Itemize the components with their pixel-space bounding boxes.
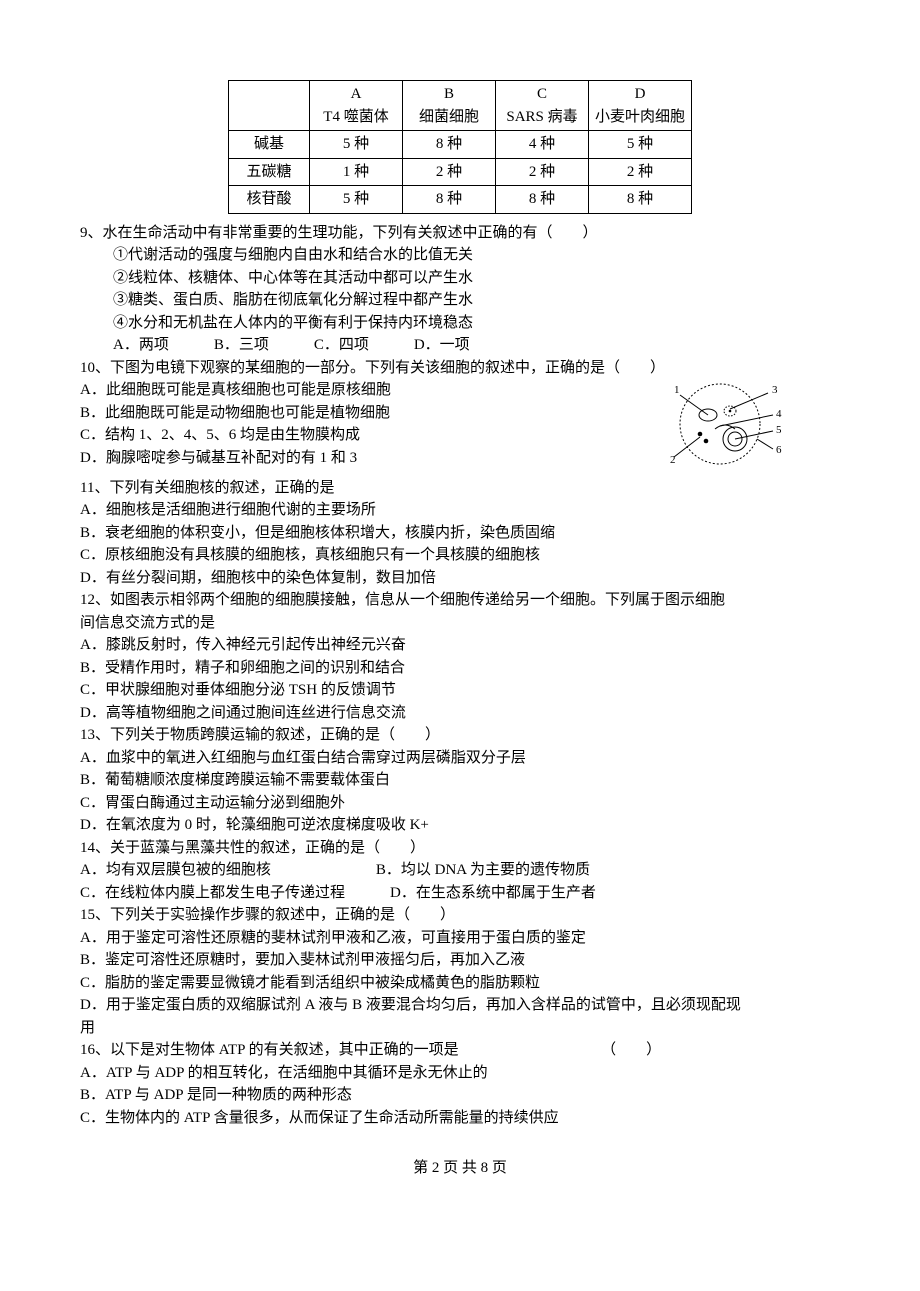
- q10-cell-diagram: 1 2 3 4 5 6: [660, 379, 800, 477]
- q15-a: A．用于鉴定可溶性还原糖的斐林试剂甲液和乙液，可直接用于蛋白质的鉴定: [80, 927, 840, 950]
- q9-s2: ②线粒体、核糖体、中心体等在其活动中都可以产生水: [80, 267, 840, 290]
- table-cell-r0-c4: D小麦叶肉细胞: [589, 81, 692, 131]
- q14-ab: A．均有双层膜包被的细胞核 B．均以 DNA 为主要的遗传物质: [80, 859, 840, 882]
- q15-stem: 15、下列关于实验操作步骤的叙述中，正确的是（ ）: [80, 904, 840, 927]
- table-cell-r2-c2: 2 种: [403, 158, 496, 186]
- diagram-label-1: 1: [674, 384, 680, 396]
- q14-d: D．在生态系统中都属于生产者: [390, 885, 596, 901]
- q16-a: A．ATP 与 ADP 的相互转化，在活细胞中其循环是永无休止的: [80, 1062, 840, 1085]
- diagram-label-6: 6: [776, 444, 782, 456]
- q13-d: D．在氧浓度为 0 时，轮藻细胞可逆浓度梯度吸收 K+: [80, 814, 840, 837]
- diagram-label-5: 5: [776, 424, 782, 436]
- table-cell-r0-c0: [229, 81, 310, 131]
- q16-b: B．ATP 与 ADP 是同一种物质的两种形态: [80, 1084, 840, 1107]
- q15-b: B．鉴定可溶性还原糖时，要加入斐林试剂甲液摇匀后，再加入乙液: [80, 949, 840, 972]
- table-cell-r0-c3: CSARS 病毒: [496, 81, 589, 131]
- q14-cd: C．在线粒体内膜上都发生电子传递过程 D．在生态系统中都属于生产者: [80, 882, 840, 905]
- table-cell-r0-c2: B细菌细胞: [403, 81, 496, 131]
- q9-stem: 9、水在生命活动中有非常重要的生理功能，下列有关叙述中正确的有（ ）: [80, 222, 840, 245]
- diagram-label-2: 2: [670, 454, 676, 466]
- q15-c: C．脂肪的鉴定需要显微镜才能看到活组织中被染成橘黄色的脂肪颗粒: [80, 972, 840, 995]
- nucleic-acid-table: AT4 噬菌体B细菌细胞CSARS 病毒D小麦叶肉细胞碱基5 种8 种4 种5 …: [228, 80, 692, 214]
- q11-stem: 11、下列有关细胞核的叙述，正确的是: [80, 477, 840, 500]
- table-cell-r1-c0: 碱基: [229, 131, 310, 159]
- table-cell-r1-c4: 5 种: [589, 131, 692, 159]
- table-cell-r3-c4: 8 种: [589, 186, 692, 214]
- q9-s3: ③糖类、蛋白质、脂肪在彻底氧化分解过程中都产生水: [80, 289, 840, 312]
- q16-stem: 16、以下是对生物体 ATP 的有关叙述，其中正确的一项是 （ ）: [80, 1039, 840, 1062]
- q15-d-l2: 用: [80, 1017, 840, 1040]
- q12-a: A．膝跳反射时，传入神经元引起传出神经元兴奋: [80, 634, 840, 657]
- diagram-label-3: 3: [772, 384, 778, 396]
- table-cell-r3-c3: 8 种: [496, 186, 589, 214]
- table-cell-r1-c1: 5 种: [310, 131, 403, 159]
- table-cell-r2-c0: 五碳糖: [229, 158, 310, 186]
- table-cell-r2-c4: 2 种: [589, 158, 692, 186]
- q14-stem: 14、关于蓝藻与黑藻共性的叙述，正确的是（ ）: [80, 837, 840, 860]
- q9-options: A．两项 B．三项 C．四项 D．一项: [80, 334, 840, 357]
- table-cell-r2-c3: 2 种: [496, 158, 589, 186]
- q11-c: C．原核细胞没有具核膜的细胞核，真核细胞只有一个具核膜的细胞核: [80, 544, 840, 567]
- q14-b: B．均以 DNA 为主要的遗传物质: [376, 862, 590, 878]
- q12-stem-l2: 间信息交流方式的是: [80, 612, 840, 635]
- q11-b: B．衰老细胞的体积变小，但是细胞核体积增大，核膜内折，染色质固缩: [80, 522, 840, 545]
- q13-b: B．葡萄糖顺浓度梯度跨膜运输不需要载体蛋白: [80, 769, 840, 792]
- q10-stem: 10、下图为电镜下观察的某细胞的一部分。下列有关该细胞的叙述中，正确的是（ ）: [80, 357, 840, 380]
- q11-a: A．细胞核是活细胞进行细胞代谢的主要场所: [80, 499, 840, 522]
- table-cell-r3-c1: 5 种: [310, 186, 403, 214]
- q14-a: A．均有双层膜包被的细胞核: [80, 862, 271, 878]
- q13-stem: 13、下列关于物质跨膜运输的叙述，正确的是（ ）: [80, 724, 840, 747]
- q14-c: C．在线粒体内膜上都发生电子传递过程: [80, 885, 345, 901]
- q12-stem-l1: 12、如图表示相邻两个细胞的细胞膜接触，信息从一个细胞传递给另一个细胞。下列属于…: [80, 589, 840, 612]
- q12-d: D．高等植物细胞之间通过胞间连丝进行信息交流: [80, 702, 840, 725]
- table-cell-r2-c1: 1 种: [310, 158, 403, 186]
- table-cell-r3-c0: 核苷酸: [229, 186, 310, 214]
- table-cell-r3-c2: 8 种: [403, 186, 496, 214]
- table-cell-r1-c2: 8 种: [403, 131, 496, 159]
- q13-a: A．血浆中的氧进入红细胞与血红蛋白结合需穿过两层磷脂双分子层: [80, 747, 840, 770]
- q9-s4: ④水分和无机盐在人体内的平衡有利于保持内环境稳态: [80, 312, 840, 335]
- q15-d-l1: D．用于鉴定蛋白质的双缩脲试剂 A 液与 B 液要混合均匀后，再加入含样品的试管…: [80, 994, 840, 1017]
- diagram-label-4: 4: [776, 408, 782, 420]
- q9-s1: ①代谢活动的强度与细胞内自由水和结合水的比值无关: [80, 244, 840, 267]
- q12-b: B．受精作用时，精子和卵细胞之间的识别和结合: [80, 657, 840, 680]
- q16-c: C．生物体内的 ATP 含量很多，从而保证了生命活动所需能量的持续供应: [80, 1107, 840, 1130]
- page-footer: 第 2 页 共 8 页: [80, 1157, 840, 1180]
- q13-c: C．胃蛋白酶通过主动运输分泌到细胞外: [80, 792, 840, 815]
- q11-d: D．有丝分裂间期，细胞核中的染色体复制，数目加倍: [80, 567, 840, 590]
- table-cell-r1-c3: 4 种: [496, 131, 589, 159]
- table-cell-r0-c1: AT4 噬菌体: [310, 81, 403, 131]
- q12-c: C．甲状腺细胞对垂体细胞分泌 TSH 的反馈调节: [80, 679, 840, 702]
